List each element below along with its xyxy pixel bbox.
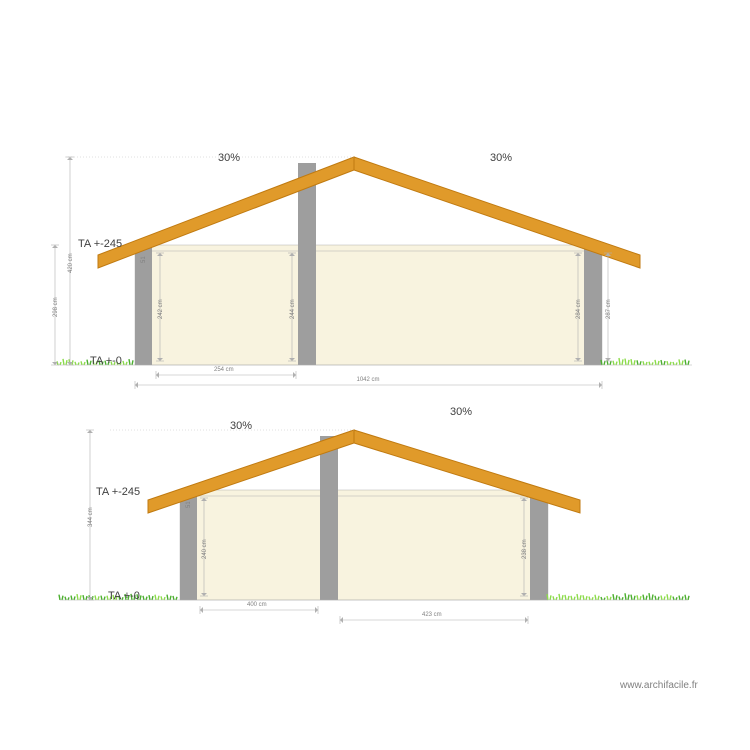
dim-v: 298 cm — [53, 297, 59, 317]
dim-v: 244 cm — [290, 299, 296, 319]
dim-h: 1042 cm — [357, 377, 380, 383]
slope-left-label: 30% — [218, 152, 240, 164]
ta-lower-label: TA +-0 — [90, 355, 122, 367]
slope-right-label: 30% — [490, 152, 512, 164]
dim-v: 238 cm — [522, 539, 528, 559]
dim-v: 287 cm — [606, 299, 612, 319]
dim-v: 284 cm — [576, 299, 582, 319]
dim-v: 240 cm — [202, 539, 208, 559]
slope-right-label: 30% — [450, 406, 472, 418]
dim-v: 420 cm — [68, 253, 74, 273]
dim-overhang: 51 — [186, 501, 192, 508]
dim-v: 242 cm — [158, 299, 164, 319]
ta-upper-label: TA +-245 — [78, 238, 122, 250]
footer-link: www.archifacile.fr — [620, 680, 698, 691]
elevation-svg — [0, 0, 750, 750]
dim-h: 423 cm — [422, 612, 442, 618]
ta-lower-label: TA +-0 — [108, 590, 140, 602]
dim-h: 400 cm — [247, 602, 267, 608]
dim-overhang: 51 — [141, 256, 147, 263]
dim-h: 254 cm — [214, 367, 234, 373]
diagram-stage: 30% 30% TA +-245 TA +-0 254 cm 1042 cm 298 cm 4… — [0, 0, 750, 750]
dim-v: 344 cm — [88, 507, 94, 527]
ta-upper-label: TA +-245 — [96, 486, 140, 498]
slope-left-label: 30% — [230, 420, 252, 432]
